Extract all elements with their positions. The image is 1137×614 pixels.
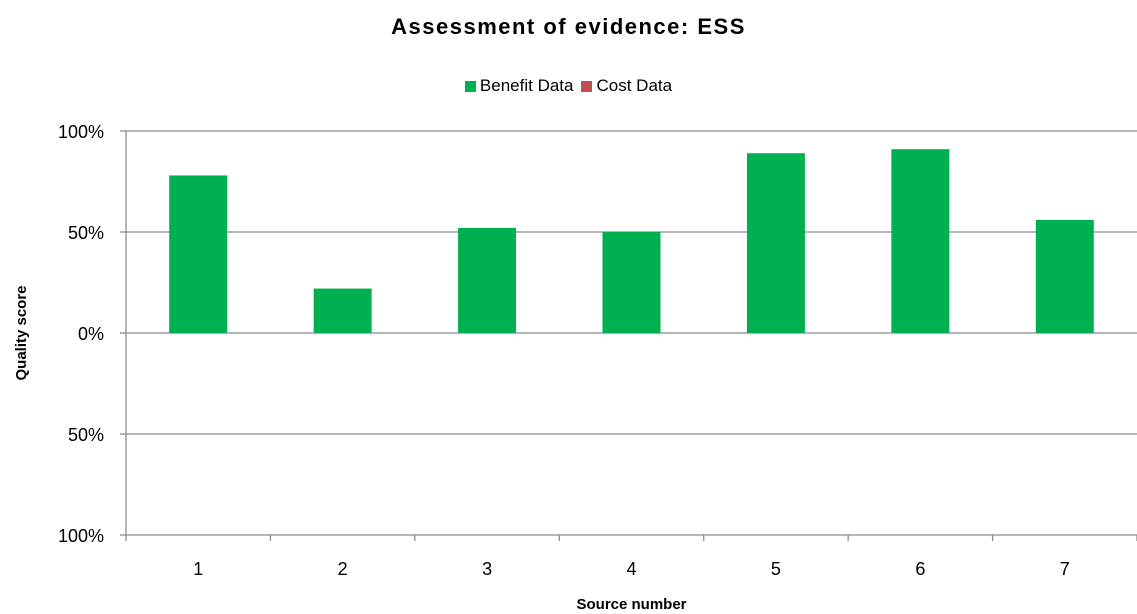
bar	[891, 149, 950, 333]
x-tick-label: 3	[482, 559, 492, 579]
x-tick-label: 5	[771, 559, 781, 579]
legend: Benefit Data Cost Data	[0, 76, 1137, 96]
x-axis-title: Source number	[576, 596, 686, 613]
legend-swatch-cost	[581, 80, 593, 92]
y-tick-label: 100%	[58, 526, 104, 546]
y-tick-label: 0%	[78, 324, 104, 344]
x-tick-label: 7	[1060, 559, 1070, 579]
legend-item-cost: Cost Data	[581, 76, 672, 96]
x-tick-label: 4	[626, 559, 636, 579]
x-tick-label: 2	[338, 559, 348, 579]
x-tick-label: 6	[915, 559, 925, 579]
legend-item-benefit: Benefit Data	[464, 76, 574, 96]
chart-title: Assessment of evidence: ESS	[391, 14, 746, 39]
y-tick-label: 50%	[68, 425, 104, 445]
y-tick-label: 100%	[58, 122, 104, 142]
bar	[458, 227, 517, 333]
y-tick-label: 50%	[68, 223, 104, 243]
y-axis-title: Quality score	[13, 285, 30, 380]
bar	[169, 175, 228, 333]
bar	[313, 288, 372, 333]
bar	[746, 153, 805, 333]
legend-label-benefit: Benefit Data	[479, 76, 574, 95]
legend-swatch-benefit	[464, 80, 476, 92]
bar	[602, 232, 661, 333]
legend-label-cost: Cost Data	[596, 76, 673, 95]
x-tick-label: 1	[193, 559, 203, 579]
bar	[1035, 219, 1094, 333]
